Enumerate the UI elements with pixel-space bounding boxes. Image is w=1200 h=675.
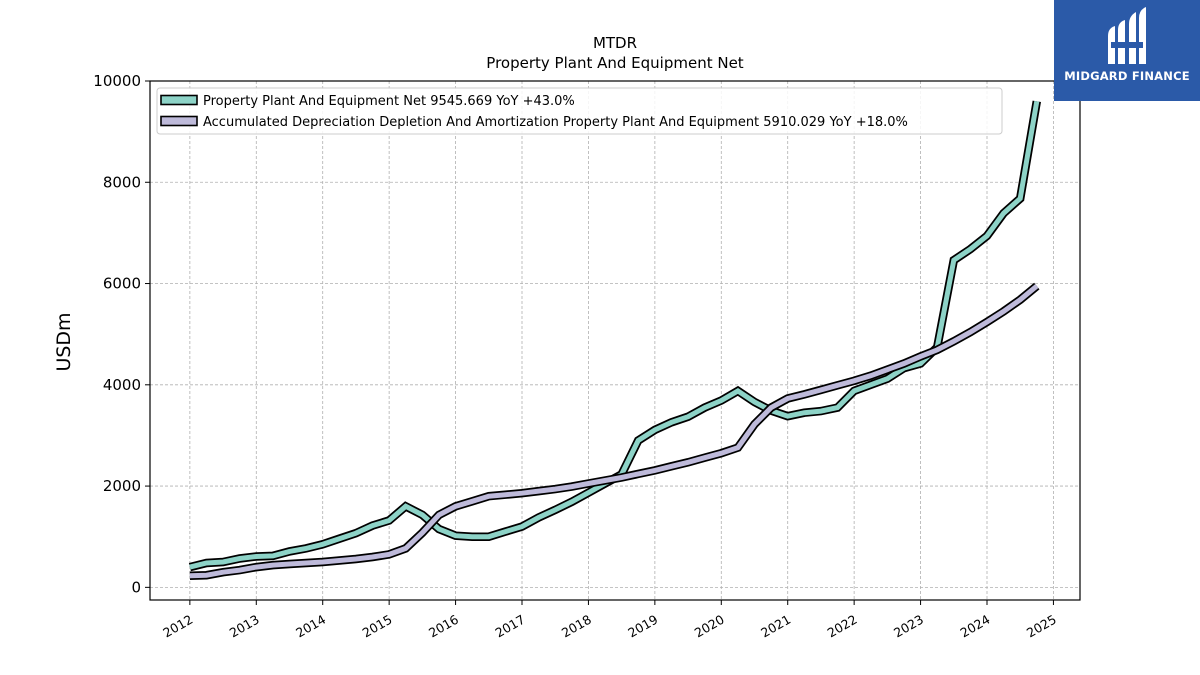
x-tick-label: 2018 xyxy=(559,612,594,641)
x-tick-label: 2014 xyxy=(293,612,328,641)
y-tick-label: 8000 xyxy=(103,173,141,191)
x-tick-label: 2023 xyxy=(891,612,926,641)
x-tick-label: 2021 xyxy=(758,612,793,641)
legend-box xyxy=(156,87,1003,135)
x-tick-label: 2017 xyxy=(492,612,527,641)
y-tick-label: 6000 xyxy=(103,275,141,293)
x-tick-label: 2019 xyxy=(625,612,660,641)
x-axis: 2012 2013 2014 2015 2016 2017 2018 2019 2020 2021… xyxy=(160,600,1059,641)
legend-swatch-1 xyxy=(160,115,198,127)
legend-swatch-0 xyxy=(160,94,198,106)
series-1-line xyxy=(189,284,1039,579)
x-tick-label: 2025 xyxy=(1024,612,1059,641)
y-axis: 0 2000 4000 6000 8000 10000 xyxy=(93,72,150,596)
chart-subtitle: Property Plant And Equipment Net xyxy=(486,54,743,72)
logo-text: MIDGARD FINANCE xyxy=(1064,69,1190,83)
midgard-finance-logo: MIDGARD FINANCE xyxy=(1054,0,1200,101)
x-tick-label: 2015 xyxy=(360,612,395,641)
legend: Property Plant And Equipment Net 9545.66… xyxy=(156,87,1003,135)
midgard-logo-mark xyxy=(1108,7,1146,64)
y-tick-label: 4000 xyxy=(103,376,141,394)
x-tick-label: 2013 xyxy=(227,612,262,641)
plot-series xyxy=(188,100,1041,580)
chart-title: MTDR xyxy=(593,34,637,52)
x-tick-label: 2024 xyxy=(957,612,992,641)
y-tick-label: 2000 xyxy=(103,477,141,495)
y-axis-label: USDm xyxy=(53,312,75,371)
x-tick-label: 2016 xyxy=(426,612,461,641)
x-tick-label: 2012 xyxy=(160,612,195,641)
plot-frame xyxy=(149,80,1081,601)
legend-label-1: Accumulated Depreciation Depletion And A… xyxy=(203,115,908,130)
series-0-outline xyxy=(188,100,1041,572)
series-1-outline xyxy=(189,282,1040,580)
y-tick-label: 0 xyxy=(131,578,141,596)
x-tick-label: 2022 xyxy=(825,612,860,641)
series-0-line xyxy=(189,100,1040,570)
y-tick-label: 10000 xyxy=(93,72,141,90)
x-tick-label: 2020 xyxy=(692,612,727,641)
legend-label-0: Property Plant And Equipment Net 9545.66… xyxy=(203,94,575,109)
